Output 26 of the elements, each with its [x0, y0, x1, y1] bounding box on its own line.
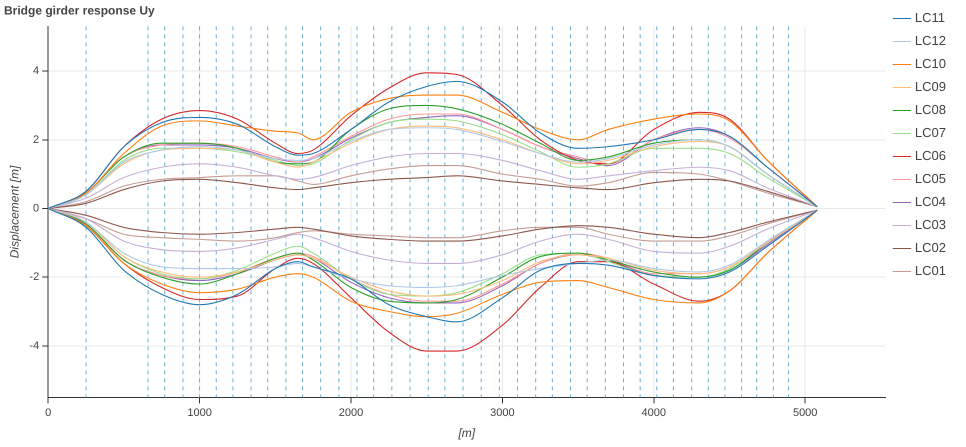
x-axis-title: [m] [457, 426, 476, 440]
legend-label: LC07 [914, 125, 946, 140]
legend-label: LC02 [914, 240, 946, 256]
legend-label: LC05 [914, 171, 946, 186]
x-tick-label: 5000 [792, 407, 818, 420]
y-tick-label: 4 [33, 65, 40, 78]
chart-title: Bridge girder response Uy [4, 4, 156, 18]
x-tick-label: 0 [45, 407, 52, 420]
legend-label: LC12 [914, 33, 946, 48]
x-tick-label: 2000 [338, 407, 364, 420]
legend-label: LC10 [914, 56, 946, 72]
legend-label: LC06 [914, 148, 946, 164]
y-tick-label: -2 [29, 271, 40, 284]
legend-label: LC01 [914, 263, 946, 278]
x-tick-label: 3000 [490, 407, 515, 420]
legend-label: LC03 [914, 217, 946, 232]
x-tick-label: 1000 [187, 407, 212, 420]
y-tick-label: -4 [29, 340, 40, 352]
legend-label: LC09 [914, 79, 946, 94]
legend-label: LC11 [914, 10, 946, 26]
y-tick-label: 2 [33, 134, 40, 146]
legend-label: LC08 [914, 102, 946, 118]
legend-label: LC04 [914, 194, 946, 210]
y-axis-title: Displacement [m] [8, 164, 22, 258]
x-tick-label: 4000 [642, 407, 666, 420]
y-tick-label: 0 [33, 202, 40, 214]
